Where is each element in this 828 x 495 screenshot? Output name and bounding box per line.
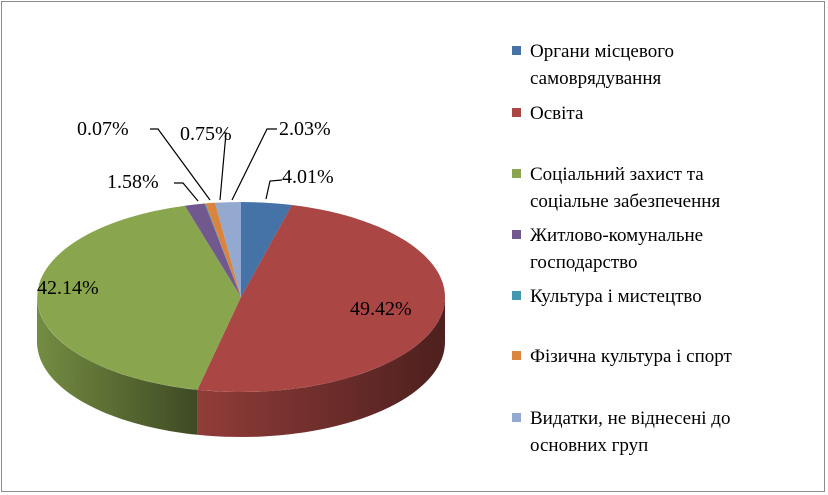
legend-label-органи-місцевого-самоврядування: Органи місцевого (530, 41, 674, 62)
pie-side-освіта (197, 297, 445, 437)
leader-line-культура-і-мистецтво (150, 128, 211, 201)
legend-label-освіта: Освіта (530, 103, 584, 124)
legend-label-соціальний-захист-та-соціальне-забезпечення: соціальне забезпечення (530, 191, 720, 212)
leader-lines (150, 128, 283, 202)
data-label-органи-місцевого-самоврядування: 4.01% (282, 166, 334, 188)
data-label-соціальний-захист-та-соціальне-забезпечення: 42.14% (37, 277, 99, 299)
legend-swatch-органи-місцевого-самоврядування (512, 46, 521, 55)
leader-line-видатки-не-віднесені-до-основних-груп (231, 128, 277, 201)
legend-label-житлово-комунальне-господарство: господарство (530, 252, 638, 273)
legend-label-видатки-не-віднесені-до-основних-груп: Видатки, не віднесені до (530, 408, 730, 429)
data-label-видатки-не-віднесені-до-основних-груп: 2.03% (279, 118, 331, 140)
legend-label-органи-місцевого-самоврядування: самоврядування (530, 68, 661, 89)
legend-swatch-освіта (512, 108, 521, 117)
data-label-житлово-комунальне-господарство: 1.58% (107, 171, 159, 193)
legend-label-житлово-комунальне-господарство: Житлово-комунальне (530, 225, 703, 246)
legend-swatch-культура-і-мистецтво (512, 291, 521, 300)
pie-slice-соціальний-захист-та-соціальне-забезпечення (37, 205, 242, 390)
leader-line-житлово-комунальне-господарство (174, 182, 199, 202)
pie-slice-видатки-не-віднесені-до-основних-груп (215, 202, 241, 297)
pie-sides (37, 297, 445, 437)
pie-side-соціальний-захист-та-соціальне-забезпечення (37, 297, 198, 435)
legend-label-культура-і-мистецтво: Культура і мистецтво (530, 286, 702, 307)
legend-label-соціальний-захист-та-соціальне-забезпечення: Соціальний захист та (530, 164, 704, 185)
pie-slice-житлово-комунальне-господарство (184, 203, 241, 297)
legend: Органи місцевого самоврядування Освіта Соці… (512, 41, 733, 456)
legend-label-фізична-культура-і-спорт: Фізична культура і спорт (530, 346, 733, 367)
data-labels: 4.01% 49.42% 42.14% 1.58% 0.07% 0.75% 2.03% (37, 118, 412, 320)
pie-slice-освіта (197, 205, 445, 392)
data-label-фізична-культура-і-спорт: 0.75% (180, 123, 232, 145)
legend-swatch-соціальний-захист-та-соціальне-забезпечення (512, 169, 521, 178)
leader-line-органи-місцевого-самоврядування (265, 179, 283, 200)
legend-swatch-житлово-комунальне-господарство (512, 230, 521, 239)
legend-label-видатки-не-віднесені-до-основних-груп: основних груп (530, 435, 648, 456)
pie-slice-культура-і-мистецтво (204, 203, 241, 297)
data-label-освіта: 49.42% (350, 298, 412, 320)
data-label-культура-і-мистецтво: 0.07% (77, 118, 129, 140)
legend-swatch-фізична-культура-і-спорт (512, 351, 521, 360)
pie-slice-органи-місцевого-самоврядування (241, 202, 292, 297)
leader-line-фізична-культура-і-спорт (219, 132, 227, 201)
legend-swatch-видатки-не-віднесені-до-основних-груп (512, 413, 521, 422)
pie-slices (37, 202, 445, 392)
pie-slice-фізична-культура-і-спорт (205, 202, 241, 297)
